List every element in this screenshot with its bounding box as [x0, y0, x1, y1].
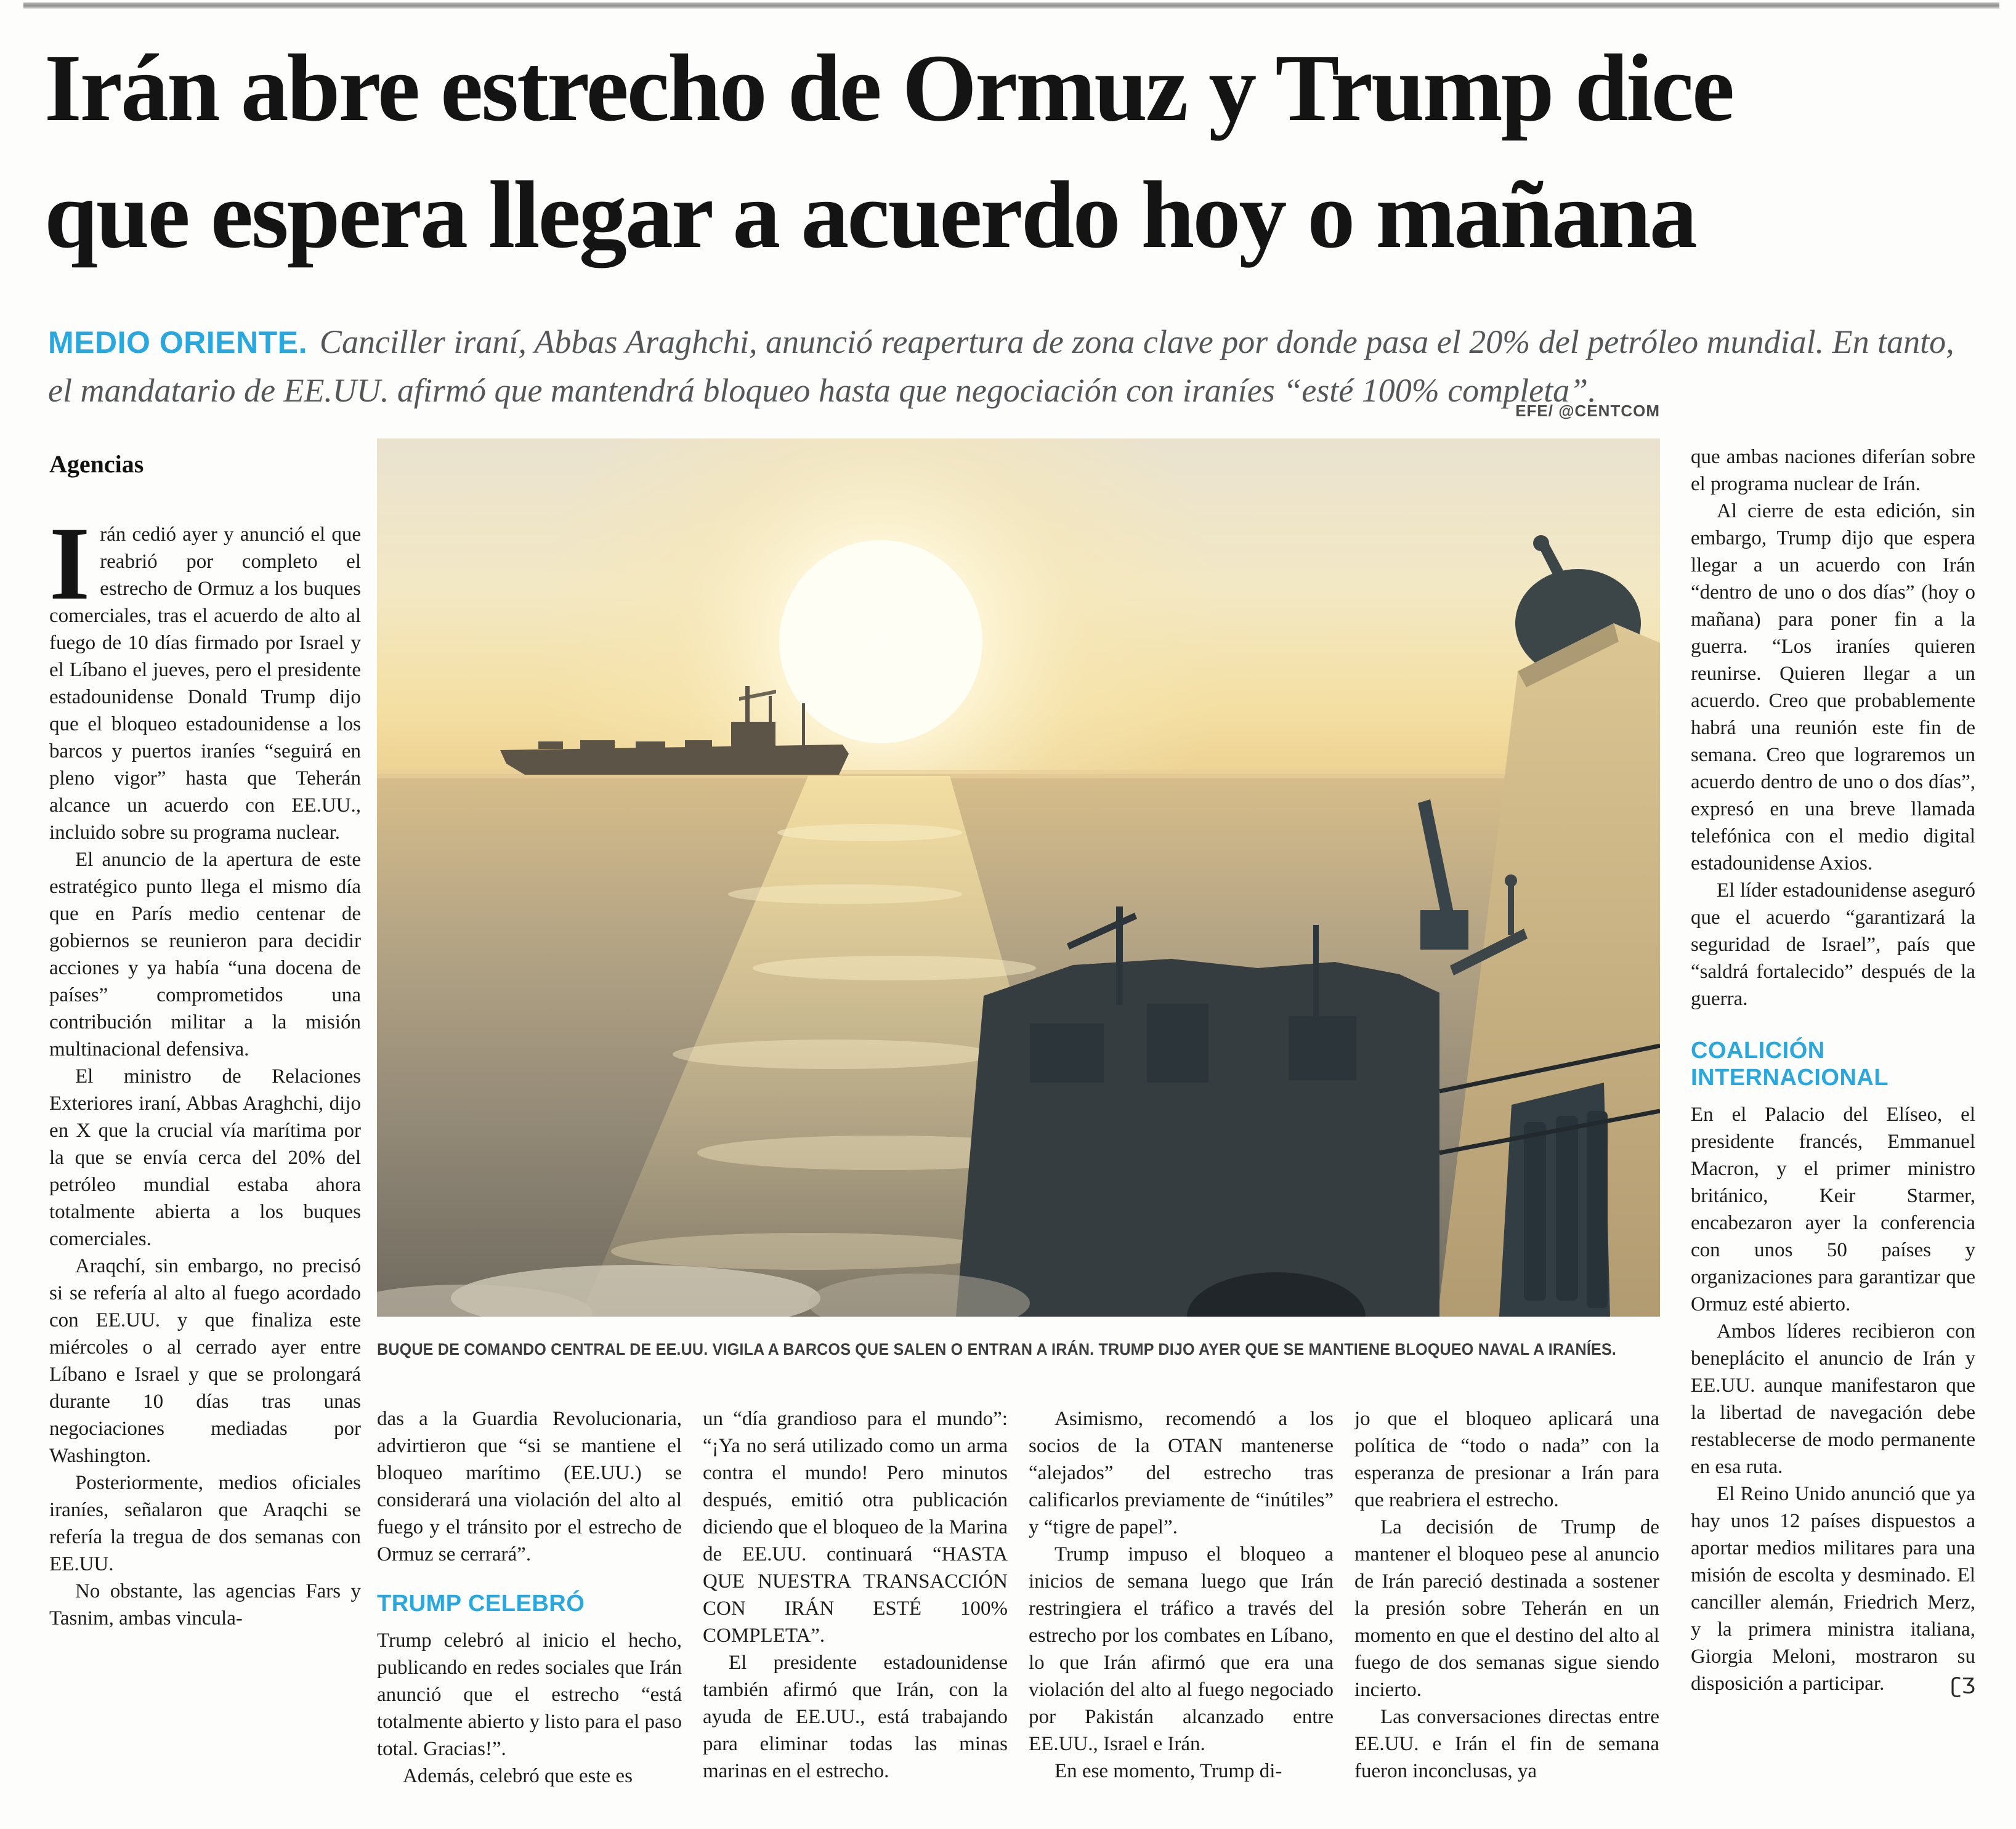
column-right: que ambas naciones diferían sobre el pro…: [1691, 443, 1975, 1825]
tower-yardarm: [1450, 874, 1528, 975]
deck: MEDIO ORIENTE. Canciller iraní, Abbas Ara…: [48, 318, 1978, 414]
article-paragraph: Trump celebró al inicio el hecho, public…: [377, 1629, 682, 1760]
paragraph-text: rán cedió ayer y anunció el que reabrió …: [49, 523, 361, 844]
section-header-coalicion-internacional: COALICIÓN INTERNACIONAL: [1691, 1038, 1889, 1091]
wake-foam: [377, 1265, 1030, 1317]
lead-photo: [377, 438, 1660, 1317]
column-bottom-4: jo que el bloqueo aplicará una política …: [1354, 1405, 1659, 1829]
tower-panels: [1499, 1083, 1610, 1317]
deck-text: Canciller iraní, Abbas Araghchi, anunció…: [48, 323, 1954, 409]
capstan-dome: [1187, 1272, 1366, 1317]
kicker-medio-oriente: MEDIO ORIENTE.: [48, 325, 307, 360]
article-paragraph: El líder estadounidense aseguró que el a…: [1691, 879, 1975, 1010]
article-paragraph: Al cierre de esta edición, sin embargo, …: [1691, 500, 1975, 874]
aircraft-carrier-silhouette: [500, 686, 849, 775]
sun: [779, 540, 982, 743]
article-paragraph: Araqchí, sin embargo, no precisó si se r…: [49, 1255, 361, 1467]
article-paragraph: En el Palacio del Elíseo, el presidente …: [1691, 1104, 1975, 1315]
article-paragraph: un “día grandioso para el mundo”: “¡Ya n…: [703, 1408, 1008, 1647]
headline: Irán abre estrecho de Ormuz y Trump dice…: [44, 25, 1978, 278]
article-paragraph: En ese momento, Trump di-: [1055, 1760, 1282, 1782]
article-paragraph: jo que el bloqueo aplicará una política …: [1354, 1408, 1659, 1511]
headline-line-2: que espera llegar a acuerdo hoy o mañana: [44, 161, 1698, 268]
article-paragraph: No obstante, las agencias Fars y Tasnim,…: [49, 1580, 361, 1629]
article-paragraph: Posteriormente, medios oficiales iraníes…: [49, 1472, 361, 1575]
column-bottom-3: Asimismo, recomendó a los socios de la O…: [1029, 1405, 1334, 1829]
deck-detail: [1030, 906, 1356, 1083]
article-paragraph: Ambos líderes recibieron con beneplácito…: [1691, 1320, 1975, 1478]
photo-credit: EFE/ @CENTCOM: [1515, 402, 1660, 420]
article-paragraph: El presidente estadounidense también afi…: [703, 1652, 1008, 1782]
sunset-sea-photo: [377, 438, 1660, 1317]
article-paragraph: Las conversaciones directas entre EE.UU.…: [1354, 1706, 1659, 1782]
article-paragraph: La decisión de Trump de mantener el bloq…: [1354, 1516, 1659, 1701]
article-paragraph: El Reino Unido anunció que ya hay unos 1…: [1691, 1480, 1975, 1698]
article-paragraph: El anuncio de la apertura de este estrat…: [49, 849, 361, 1060]
navy-ship-superstructure: [956, 535, 1660, 1317]
article-paragraph: El ministro de Relaciones Exteriores ira…: [49, 1065, 361, 1250]
paragraph-text: El Reino Unido anunció que ya hay unos 1…: [1691, 1483, 1975, 1695]
article-paragraph: Además, celebró que este es: [403, 1765, 633, 1787]
column-bottom-2: un “día grandioso para el mundo”: “¡Ya n…: [703, 1405, 1008, 1829]
article-paragraph: Asimismo, recomendó a los socios de la O…: [1029, 1408, 1334, 1538]
railing: [1439, 1043, 1660, 1155]
article-paragraph: Trump impuso el bloqueo a inicios de sem…: [1029, 1543, 1334, 1755]
byline: Agencias: [49, 450, 144, 478]
article-paragraph: que ambas naciones diferían sobre el pro…: [1691, 446, 1975, 495]
column-bottom-1: das a la Guardia Revolucionaria, advirti…: [377, 1405, 682, 1829]
end-of-article-mark: ʗƷ: [1951, 1674, 1975, 1698]
headline-line-1: Irán abre estrecho de Ormuz y Trump dice: [44, 34, 1735, 141]
drop-cap: I: [49, 521, 91, 621]
top-rule: [23, 2, 1999, 9]
photo-caption: BUQUE DE COMANDO CENTRAL DE EE.UU. VIGIL…: [377, 1340, 1617, 1359]
section-header-trump-celebro: TRUMP CELEBRÓ: [377, 1591, 585, 1617]
deck-gun: [1418, 799, 1468, 950]
article-paragraph: das a la Guardia Revolucionaria, advirti…: [377, 1408, 682, 1565]
